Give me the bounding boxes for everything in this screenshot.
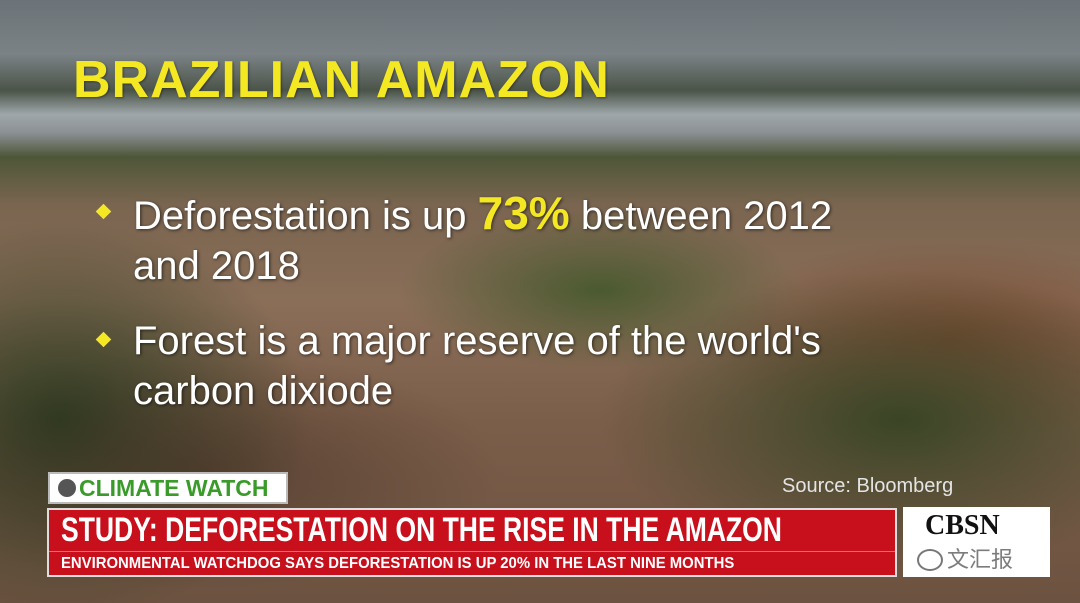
wechat-icon: [917, 549, 943, 571]
watermark: 文汇报: [947, 547, 1014, 572]
highlight-percentage: 73%: [477, 187, 570, 239]
bullet-deforestation: Deforestation is up 73% between 2012 and…: [95, 187, 893, 291]
bullet-carbon: Forest is a major reserve of the world's…: [95, 316, 893, 416]
cbs-eye-icon: [58, 479, 76, 497]
network-logo: CBSN: [925, 510, 1000, 541]
bullet-text: Deforestation is up: [133, 194, 478, 238]
headline: STUDY: DEFORESTATION ON THE RISE IN THE …: [61, 511, 782, 549]
source-credit: Source: Bloomberg: [782, 475, 954, 497]
network-logo-box: CBSN 文汇报: [903, 507, 1050, 577]
segment-tag: CLIMATE WATCH: [48, 472, 288, 504]
diamond-bullet-icon: [95, 331, 112, 348]
diamond-bullet-icon: [95, 203, 112, 220]
segment-label: CLIMATE WATCH: [79, 474, 269, 501]
slide-title: BRAZILIAN AMAZON: [73, 51, 610, 109]
subheadline: ENVIRONMENTAL WATCHDOG SAYS DEFORESTATIO…: [61, 555, 735, 572]
bullet-text: between 2012 and 2018: [133, 194, 833, 288]
divider: [49, 551, 895, 552]
bullet-text: Forest is a major reserve of the world's…: [133, 319, 821, 413]
lower-third-banner: STUDY: DEFORESTATION ON THE RISE IN THE …: [47, 508, 897, 577]
